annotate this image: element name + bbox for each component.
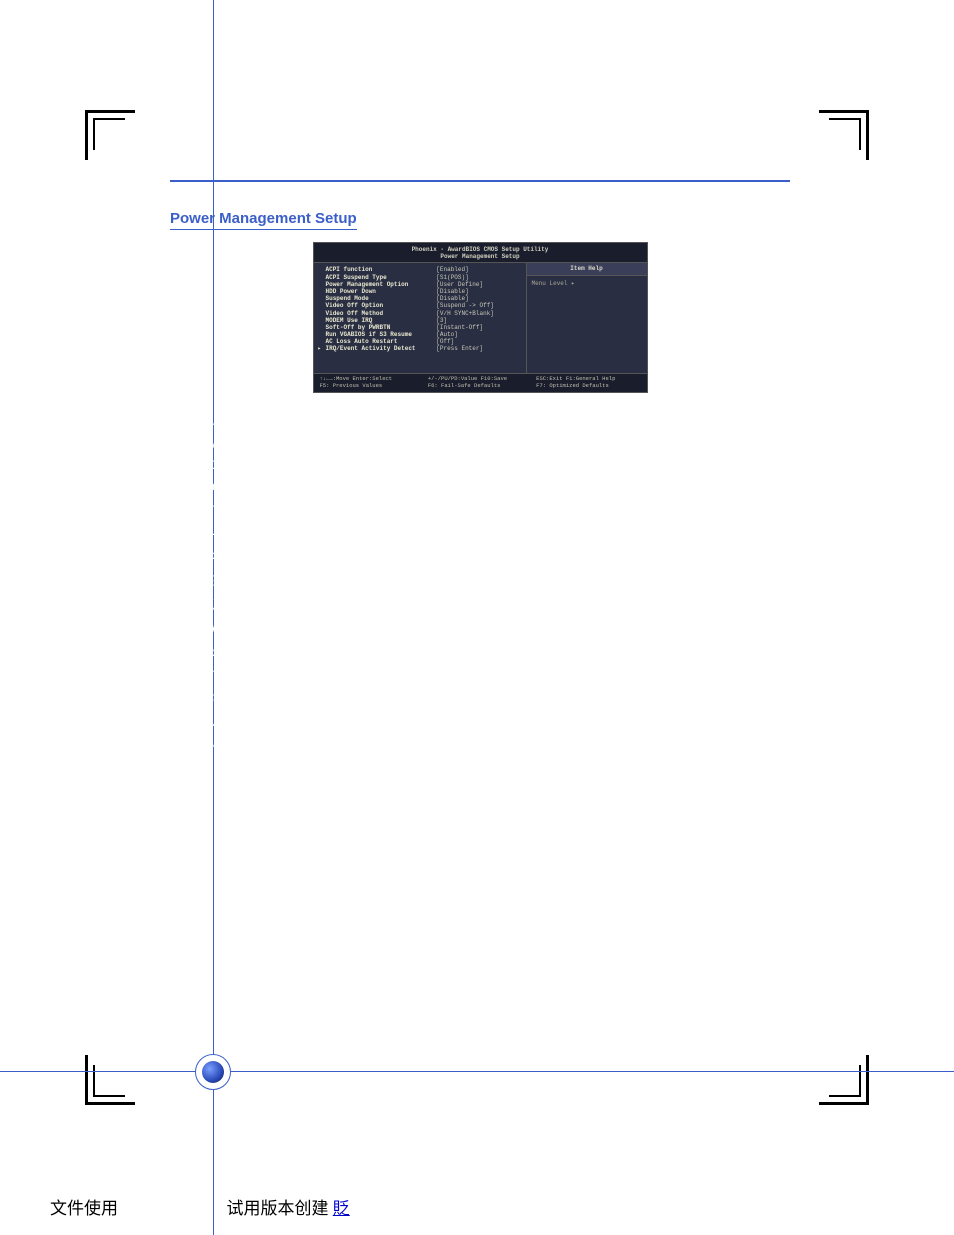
bios-row-value: [User Define]: [436, 281, 521, 288]
bios-row-label: ACPI Suspend Type: [326, 274, 437, 281]
footer-hint-f6: F6: Fail-Safe Defaults: [426, 383, 534, 390]
s3-label: S3(STR): [170, 597, 217, 611]
bios-row-label: Power Management Option: [326, 281, 437, 288]
bios-row-label: Soft-Off by PWRBTN: [326, 324, 437, 331]
bios-row-label: MODEM Use IRQ: [326, 317, 437, 324]
bios-row-marker: [318, 274, 326, 281]
bios-title-1: Phoenix - AwardBIOS CMOS Setup Utility: [314, 246, 647, 253]
bios-row-marker: [318, 310, 326, 317]
bios-row-label: AC Loss Auto Restart: [326, 338, 437, 345]
min-saving-label: Min Saving: [170, 690, 229, 704]
bios-row-value: [Disable]: [436, 295, 521, 302]
bios-row-marker: [318, 317, 326, 324]
bios-setting-row: Power Management Option[User Define]: [318, 281, 522, 288]
bios-title-bar: Phoenix - AwardBIOS CMOS Setup Utility P…: [314, 243, 647, 263]
watermark-mid: 试用版本创建: [227, 1199, 329, 1218]
header-rule: [170, 180, 790, 182]
bios-row-value: [Suspend -> Off]: [436, 302, 521, 309]
bios-row-label: Video Off Option: [326, 302, 437, 309]
acpi-function-title: ACPI Function: [170, 411, 790, 431]
acpi-suspend-title: ACPI Suspend Type: [170, 521, 790, 541]
registration-mark: [195, 1054, 231, 1090]
s1-option: S1(POS) Enables the Power On Suspend fun…: [170, 569, 790, 589]
user-define-desc: Allows you to set the power saving time …: [243, 739, 607, 753]
bios-row-marker: [318, 288, 326, 295]
watermark-left: 文件使用: [50, 1199, 118, 1218]
s3-desc: Enables the Suspend to RAM function.: [227, 597, 433, 611]
bios-row-value: [Disable]: [436, 288, 521, 295]
bios-row-marker: [318, 302, 326, 309]
bios-setting-row: MODEM Use IRQ[3]: [318, 317, 522, 324]
bios-row-label: IRQ/Event Activity Detect: [326, 345, 437, 352]
bios-row-label: HDD Power Down: [326, 288, 437, 295]
bios-setting-row: Video Off Option[Suspend -> Off]: [318, 302, 522, 309]
s1-desc: Enables the Power On Suspend function.: [228, 572, 447, 586]
bios-title-2: Power Management Setup: [314, 253, 647, 260]
bios-row-value: [Enabled]: [436, 266, 521, 273]
bios-setting-row: ▸IRQ/Event Activity Detect[Press Enter]: [318, 345, 522, 352]
bios-row-marker: [318, 266, 326, 273]
bios-setting-row: Video Off Method[V/H SYNC+Blank]: [318, 310, 522, 317]
footer-hint-f7: F7: Optimized Defaults: [534, 383, 642, 390]
bios-body: ACPI function[Enabled]ACPI Suspend Type[…: [314, 263, 647, 373]
bios-help-panel: Item Help Menu Level ▸: [527, 263, 647, 373]
watermark-link[interactable]: 貶: [333, 1199, 350, 1218]
bios-row-label: ACPI function: [326, 266, 437, 273]
bios-row-value: [V/H SYNC+Blank]: [436, 310, 521, 317]
bios-row-value: [S1(POS)]: [436, 274, 521, 281]
bios-setting-row: HDD Power Down[Disable]: [318, 288, 522, 295]
bios-row-value: [Off]: [436, 338, 521, 345]
bios-screenshot: Phoenix - AwardBIOS CMOS Setup Utility P…: [313, 242, 648, 393]
bios-setting-row: ACPI function[Enabled]: [318, 266, 522, 273]
bios-row-marker: [318, 338, 326, 345]
page-content: Power Management Setup Phoenix - AwardBI…: [170, 180, 790, 760]
bios-row-label: Video Off Method: [326, 310, 437, 317]
max-saving-label: Max Saving: [170, 715, 233, 729]
bios-setting-row: AC Loss Auto Restart[Off]: [318, 338, 522, 345]
bios-row-marker: ▸: [318, 345, 326, 352]
bios-footer-row-2: F5: Previous Values F6: Fail-Safe Defaul…: [318, 383, 643, 390]
bios-row-marker: [318, 324, 326, 331]
footer-hint-f5: F5: Previous Values: [318, 383, 426, 390]
s1-label: S1(POS): [170, 572, 218, 586]
bios-footer: ↑↓←→:Move Enter:Select +/-/PU/PD:Value F…: [314, 373, 647, 391]
pdf-watermark: 文件使用 试用版本创建 貶: [50, 1194, 350, 1219]
user-define-label: User Define: [170, 739, 233, 753]
bios-row-marker: [318, 295, 326, 302]
section-title: Power Management Setup: [170, 210, 357, 230]
bios-setting-row: ACPI Suspend Type[S1(POS)]: [318, 274, 522, 281]
bios-row-marker: [318, 281, 326, 288]
user-define-option: User Define Allows you to set the power …: [170, 736, 790, 756]
bios-setting-row: Run VGABIOS if S3 Resume[Auto]: [318, 331, 522, 338]
bios-row-label: Suspend Mode: [326, 295, 437, 302]
min-saving-option: Min Saving Minimum power saving time for…: [170, 687, 790, 707]
body-text: ACPI Function This function should be en…: [170, 411, 790, 757]
bios-row-value: [3]: [436, 317, 521, 324]
s3-option: S3(STR) Enables the Suspend to RAM funct…: [170, 594, 790, 614]
pm-option-body: This field allows you to select the type…: [170, 642, 790, 683]
acpi-suspend-body: This field is used to select the type of…: [170, 545, 790, 565]
horizontal-rule-right: [231, 1071, 954, 1072]
bios-help-body: Menu Level ▸: [527, 276, 647, 291]
bios-row-value: [Press Enter]: [436, 345, 521, 352]
bios-row-value: [Instant-Off]: [436, 324, 521, 331]
min-saving-desc: Minimum power saving time for the Suspen…: [239, 690, 558, 704]
bios-settings-panel: ACPI function[Enabled]ACPI Suspend Type[…: [314, 263, 527, 373]
crop-mark-top-left: [85, 110, 135, 160]
crop-mark-bottom-left: [85, 1055, 135, 1105]
crop-mark-top-right: [819, 110, 869, 160]
crop-mark-bottom-right: [819, 1055, 869, 1105]
pm-option-title: Power Management Option: [170, 618, 790, 638]
acpi-function-body: This function should be enabled only in …: [170, 435, 790, 517]
max-saving-option: Max Saving Maximum power saving time for…: [170, 712, 790, 732]
max-saving-desc: Maximum power saving time for the Suspen…: [243, 715, 564, 729]
bios-row-marker: [318, 331, 326, 338]
bios-row-value: [Auto]: [436, 331, 521, 338]
bios-setting-row: Suspend Mode[Disable]: [318, 295, 522, 302]
bios-row-label: Run VGABIOS if S3 Resume: [326, 331, 437, 338]
bios-setting-row: Soft-Off by PWRBTN[Instant-Off]: [318, 324, 522, 331]
horizontal-rule-left: [0, 1071, 196, 1072]
bios-help-header: Item Help: [527, 263, 647, 275]
